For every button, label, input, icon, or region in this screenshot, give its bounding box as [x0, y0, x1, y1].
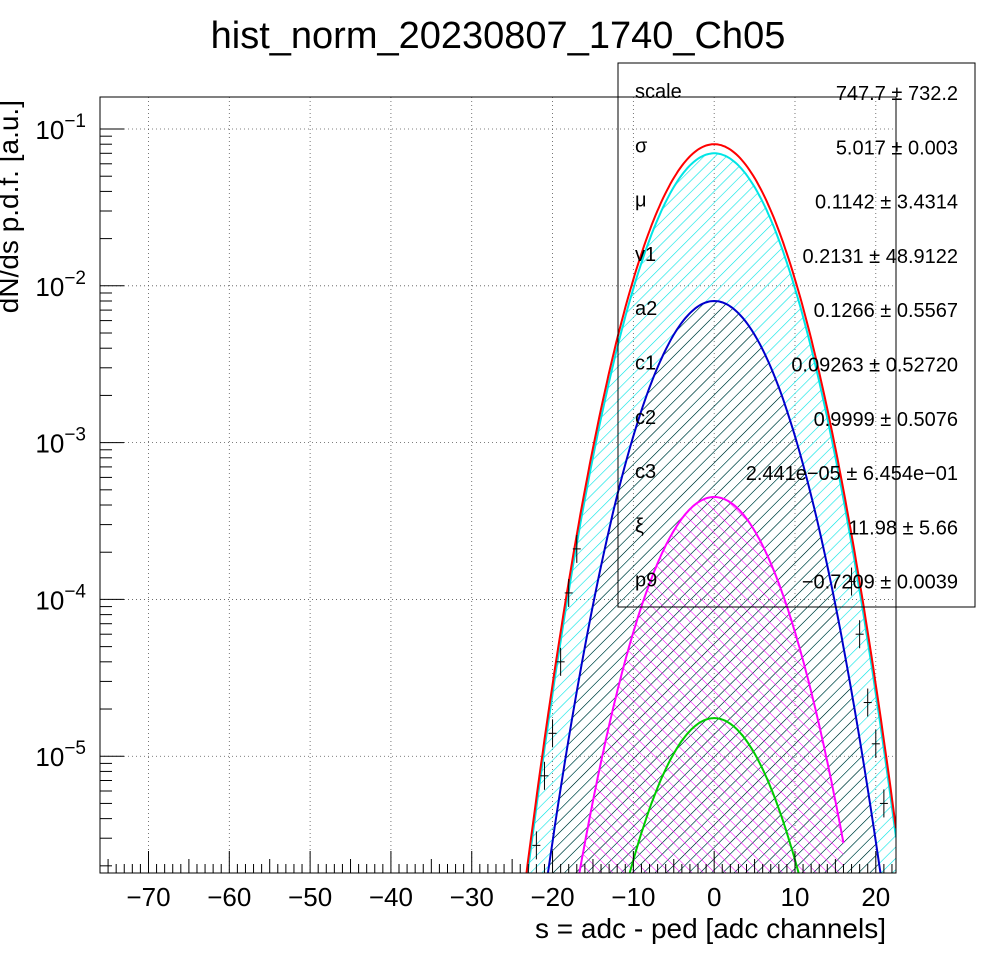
x-tick-label: −40 — [369, 882, 413, 912]
x-axis-label: s = adc - ped [adc channels] — [535, 913, 886, 944]
component-cyan-curve — [526, 152, 896, 873]
stat-param-value: 0.1266 ± 0.5567 — [814, 300, 958, 322]
x-tick-label: −20 — [530, 882, 574, 912]
x-tick-label: 10 — [781, 882, 810, 912]
stat-param-value: 0.09263 ± 0.52720 — [791, 355, 958, 377]
stat-param-value: 0.2131 ± 48.9122 — [802, 246, 958, 268]
stat-param-name: p9 — [635, 570, 657, 592]
stat-param-name: μ — [635, 190, 647, 212]
fit-parameters-box: scale 747.7 ± 732.2 σ 5.017 ± 0.003 μ 0.1142 … — [617, 62, 976, 608]
y-tick-label: 10−1 — [35, 111, 86, 145]
component-magenta-area — [579, 497, 844, 873]
stats-box-frame — [617, 62, 976, 608]
stat-param-value: 5.017 ± 0.003 — [836, 137, 958, 159]
data-points — [532, 534, 888, 860]
x-tick-label: −60 — [207, 882, 251, 912]
stat-param-name: a2 — [635, 298, 657, 320]
stat-param-value: 11.98 ± 5.66 — [848, 517, 958, 539]
component-magenta-curve — [578, 496, 845, 873]
x-tick-label: −50 — [288, 882, 332, 912]
x-axis-ticks: −70 −60 −50 −40 −30 −20 −10 0 10 20 — [107, 851, 893, 912]
y-tick-label: 10−2 — [35, 268, 86, 302]
fit-curves — [525, 143, 896, 873]
stat-param-value: 2.441e−05 ± 6.454e−01 — [746, 463, 958, 485]
component-green-curve — [628, 717, 800, 873]
y-tick-label: 10−5 — [35, 738, 86, 772]
stat-param-name: c3 — [635, 461, 656, 483]
x-tick-label: 20 — [861, 882, 890, 912]
chart-title: hist_norm_20230807_1740_Ch05 — [211, 15, 786, 57]
x-tick-label: −70 — [126, 882, 170, 912]
stat-param-name: σ — [635, 135, 648, 157]
y-axis-ticks: 10−1 10−2 10−3 10−4 10−5 — [35, 111, 124, 867]
y-axis-label: dN/ds p.d.f. [a.u.] — [0, 100, 24, 313]
y-tick-label: 10−4 — [35, 581, 86, 615]
y-tick-label: 10−3 — [35, 425, 86, 459]
x-tick-label: 0 — [707, 882, 721, 912]
stat-param-name: c2 — [635, 407, 656, 429]
component-blue-curve — [546, 299, 882, 873]
stat-param-name: c1 — [635, 353, 656, 375]
total-curve — [525, 143, 896, 873]
plot-frame — [99, 96, 897, 874]
stat-param-value: 0.1142 ± 3.4314 — [815, 192, 958, 214]
stat-param-value: 747.7 ± 732.2 — [836, 83, 958, 105]
stat-param-value: −0.7209 ± 0.0039 — [802, 572, 958, 594]
x-tick-label: −10 — [611, 882, 655, 912]
stat-param-name: v1 — [635, 244, 656, 266]
stat-param-value: 0.9999 ± 0.5076 — [814, 409, 958, 431]
stat-param-name: scale — [635, 81, 682, 103]
stat-param-name: ξ — [635, 515, 644, 537]
x-tick-label: −30 — [450, 882, 494, 912]
